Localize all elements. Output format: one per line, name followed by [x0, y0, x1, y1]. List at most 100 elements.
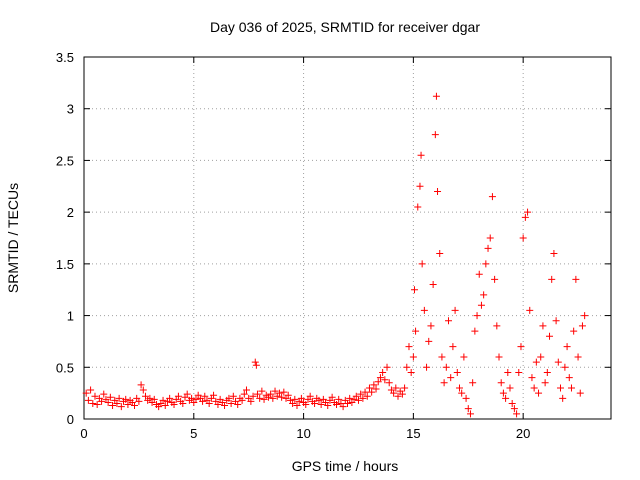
data-point — [317, 401, 325, 409]
data-point — [572, 275, 580, 283]
x-tick-label: 15 — [406, 426, 420, 441]
data-point — [576, 389, 584, 397]
x-tick-label: 10 — [296, 426, 310, 441]
data-point — [554, 358, 562, 366]
data-point — [552, 317, 560, 325]
data-point — [269, 394, 277, 402]
data-point — [434, 187, 442, 195]
data-point — [361, 388, 369, 396]
data-point — [561, 363, 569, 371]
data-point — [247, 397, 255, 405]
data-point — [405, 343, 413, 351]
data-point — [372, 385, 380, 393]
data-point — [423, 363, 431, 371]
data-point — [284, 391, 292, 399]
data-point — [359, 394, 367, 402]
data-point — [339, 403, 347, 411]
data-point — [539, 322, 547, 330]
data-point — [251, 358, 259, 366]
data-point — [253, 390, 261, 398]
data-point — [249, 392, 257, 400]
data-point — [379, 368, 387, 376]
chart-title: Day 036 of 2025, SRMTID for receiver dga… — [210, 19, 480, 35]
data-point — [412, 327, 420, 335]
data-point — [139, 386, 147, 394]
x-axis-label: GPS time / hours — [292, 458, 399, 474]
data-point — [565, 374, 573, 382]
data-point — [376, 374, 384, 382]
data-point — [471, 327, 479, 335]
data-point — [497, 379, 505, 387]
data-point — [201, 392, 209, 400]
data-point — [410, 286, 418, 294]
data-point — [499, 389, 507, 397]
data-point — [354, 396, 362, 404]
data-point — [436, 250, 444, 258]
y-axis-label: SRMTID / TECUs — [5, 183, 21, 293]
data-point — [484, 244, 492, 252]
data-point — [447, 374, 455, 382]
data-point — [491, 275, 499, 283]
data-point — [84, 396, 92, 404]
data-point — [278, 393, 286, 401]
data-point — [438, 353, 446, 361]
data-point — [381, 376, 389, 384]
data-point — [159, 396, 167, 404]
data-point — [390, 389, 398, 397]
data-point — [559, 394, 567, 402]
data-point — [297, 394, 305, 402]
data-point — [477, 301, 485, 309]
data-point — [420, 306, 428, 314]
data-point — [357, 390, 365, 398]
data-point — [115, 394, 123, 402]
data-point — [495, 353, 503, 361]
data-point — [567, 384, 575, 392]
data-point — [574, 353, 582, 361]
y-tick-label: 0.5 — [56, 360, 74, 375]
data-point — [504, 368, 512, 376]
data-point — [227, 399, 235, 407]
data-point — [546, 332, 554, 340]
data-point — [240, 390, 248, 398]
data-point — [493, 322, 501, 330]
y-tick-label: 2 — [67, 205, 74, 220]
data-point — [258, 387, 266, 395]
data-point — [280, 388, 288, 396]
data-point — [581, 312, 589, 320]
data-point — [451, 306, 459, 314]
data-point — [291, 395, 299, 403]
data-point — [473, 312, 481, 320]
data-point — [506, 384, 514, 392]
data-point — [524, 208, 532, 216]
data-point — [188, 394, 196, 402]
data-point — [417, 151, 425, 159]
data-point — [109, 402, 117, 410]
data-point — [517, 343, 525, 351]
data-point — [488, 193, 496, 201]
data-point — [458, 389, 466, 397]
data-point — [432, 92, 440, 100]
data-point — [192, 395, 200, 403]
y-tick-label: 3 — [67, 102, 74, 117]
data-point — [398, 390, 406, 398]
data-point — [521, 213, 529, 221]
data-point — [455, 384, 463, 392]
data-point — [324, 402, 332, 410]
data-point — [183, 390, 191, 398]
data-point — [161, 402, 169, 410]
data-point — [578, 322, 586, 330]
data-point — [271, 387, 279, 395]
data-point — [425, 337, 433, 345]
data-point — [508, 399, 516, 407]
data-point — [475, 270, 483, 278]
data-point — [370, 381, 378, 389]
data-point — [91, 392, 99, 400]
data-point — [513, 410, 521, 418]
data-point — [289, 399, 297, 407]
data-point — [385, 379, 393, 387]
data-point — [535, 389, 543, 397]
data-point — [445, 317, 453, 325]
data-point — [256, 394, 264, 402]
data-point — [442, 363, 450, 371]
